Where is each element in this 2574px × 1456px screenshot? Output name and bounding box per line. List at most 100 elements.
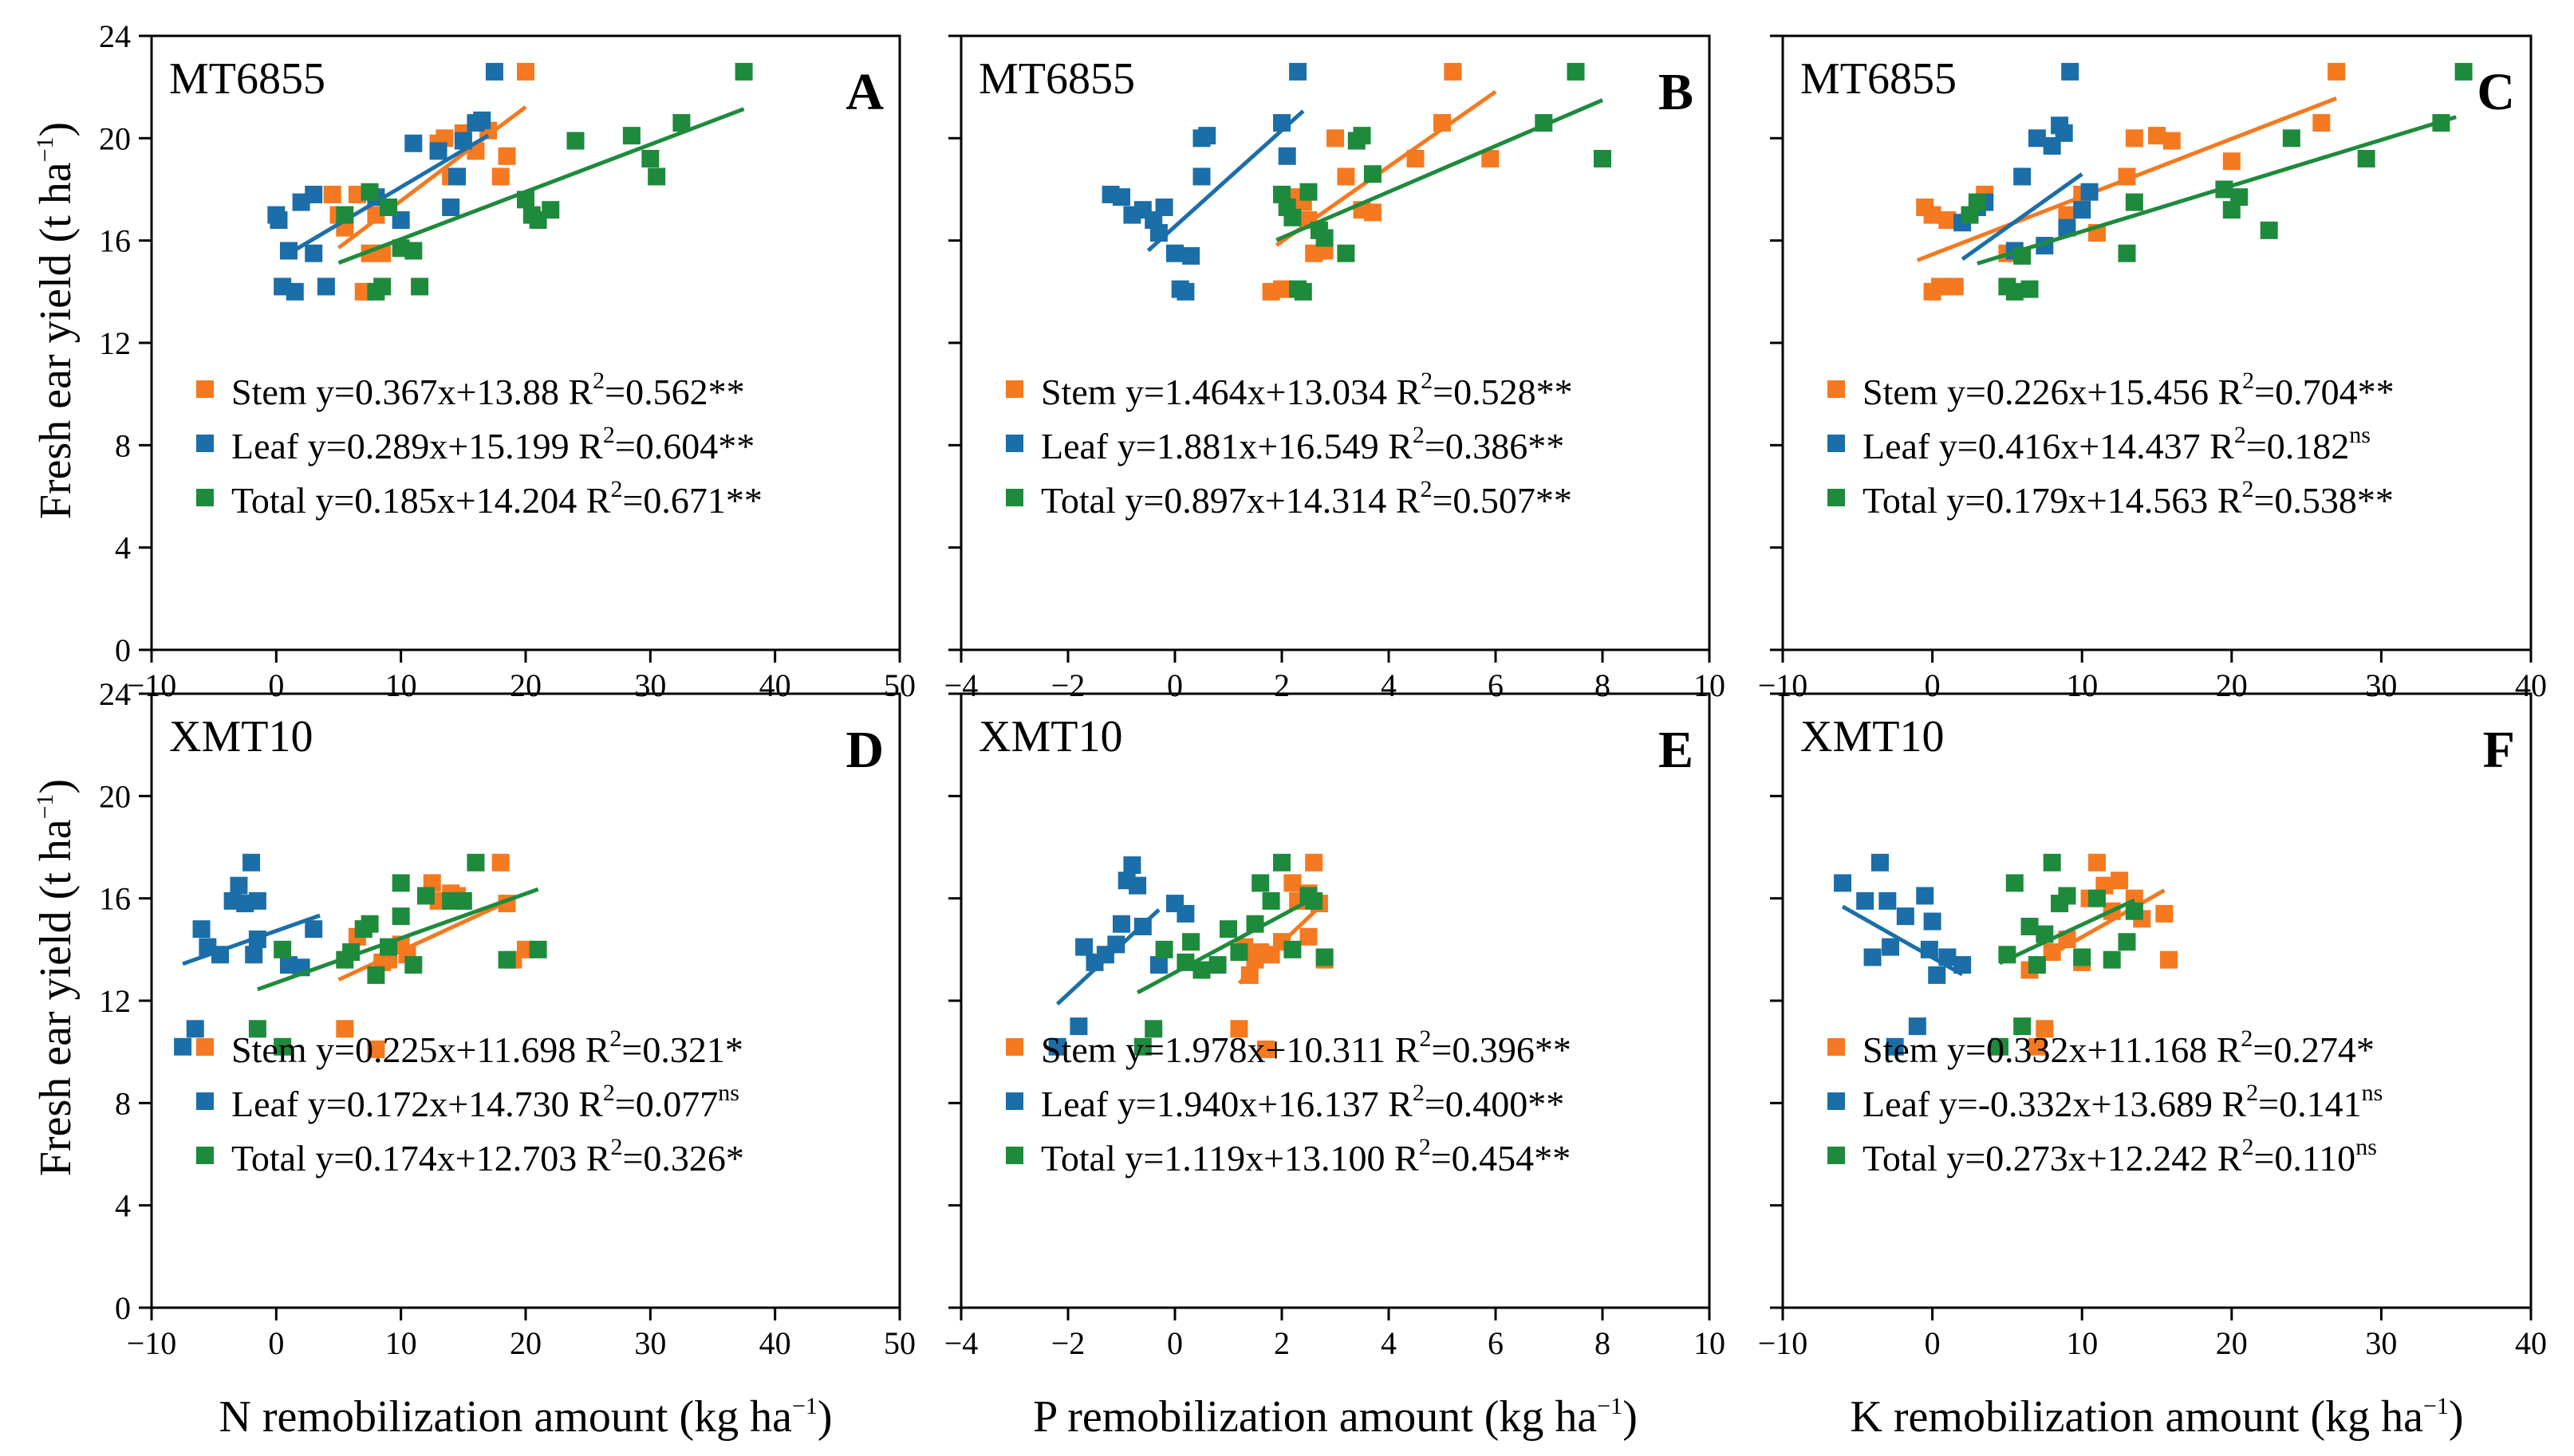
- regression-line: [1275, 89, 1497, 247]
- panel-letter: F: [2483, 721, 2515, 779]
- data-point: [305, 185, 323, 203]
- data-point: [1856, 891, 1874, 910]
- data-point: [2118, 244, 2136, 262]
- data-point: [1192, 961, 1211, 979]
- data-point: [2028, 129, 2046, 148]
- data-point: [1208, 956, 1227, 974]
- data-point: [2162, 132, 2181, 150]
- legend-marker-total: [1006, 1147, 1023, 1164]
- legend-entry-leaf: Leaf y=0.289x+15.199 R2=0.604**: [231, 422, 755, 466]
- data-point: [448, 167, 467, 186]
- regression-line: [337, 897, 514, 982]
- data-point: [2073, 948, 2091, 966]
- data-point: [1353, 127, 1371, 145]
- x-tick-label: 30: [634, 667, 666, 703]
- legend-marker-stem: [1827, 380, 1845, 398]
- data-point: [1567, 62, 1585, 81]
- x-tick-label: 50: [884, 1325, 916, 1361]
- data-point: [467, 853, 485, 872]
- y-tick-label: 8: [115, 427, 131, 463]
- legend-entry-leaf: Leaf y=-0.332x+13.689 R2=0.141ns: [1863, 1080, 2383, 1124]
- data-point: [473, 111, 491, 129]
- data-point: [174, 1037, 192, 1056]
- data-point: [1155, 198, 1173, 216]
- x-tick-label: −2: [1051, 1325, 1086, 1361]
- x-tick-label: 30: [2365, 1325, 2397, 1361]
- data-point: [317, 277, 335, 296]
- data-point: [1283, 940, 1302, 958]
- data-point: [380, 198, 398, 216]
- data-point: [305, 920, 323, 939]
- series-total: [1991, 853, 2143, 1056]
- plot-frame: [960, 692, 1711, 1309]
- panel-letter: C: [2477, 63, 2515, 121]
- data-point: [1220, 920, 1237, 939]
- data-point: [2125, 193, 2143, 211]
- data-point: [517, 62, 534, 81]
- x-tick-label: −2: [1051, 667, 1086, 703]
- x-tick-label: −10: [127, 1325, 177, 1361]
- series-total: [248, 853, 547, 1056]
- cultivar-label: XMT10: [979, 712, 1122, 761]
- data-point: [2036, 1020, 2054, 1038]
- data-point: [1444, 62, 1462, 81]
- data-point: [361, 915, 379, 933]
- data-point: [1315, 229, 1334, 247]
- x-tick-label: 0: [1167, 667, 1183, 703]
- regression-line: [182, 913, 321, 966]
- y-tick-label: 4: [115, 1188, 131, 1224]
- y-tick-label: 12: [99, 325, 131, 361]
- data-point: [485, 62, 503, 81]
- y-axis-title-top: Fresh ear yield (t ha−1): [31, 122, 81, 519]
- y-axis-title-bottom: Fresh ear yield (t ha−1): [31, 779, 81, 1176]
- series-total: [1273, 62, 1611, 301]
- x-tick-label: 4: [1381, 667, 1397, 703]
- regression-line: [257, 887, 539, 992]
- data-point: [1133, 1037, 1152, 1056]
- legend: Stem y=1.464x+13.034 R2=0.528** Leaf y=1.…: [1006, 368, 1573, 521]
- legend-marker-leaf: [1006, 1092, 1023, 1110]
- data-point: [1299, 183, 1318, 201]
- x-tick-label: 20: [510, 667, 542, 703]
- data-point: [2357, 150, 2375, 167]
- data-point: [230, 876, 248, 895]
- legend-marker-leaf: [1827, 1092, 1845, 1110]
- legend-entry-total: Total y=1.119x+13.100 R2=0.454**: [1041, 1134, 1571, 1179]
- legend-entry-leaf: Leaf y=0.172x+14.730 R2=0.077ns: [231, 1080, 739, 1124]
- data-point: [1363, 203, 1382, 222]
- data-point: [2148, 127, 2166, 145]
- panel-F: −10 0 10 20 30 40 K remobilization amount (kg …: [1758, 692, 2547, 1442]
- data-point: [1991, 1037, 2009, 1056]
- series-leaf: [1953, 62, 2099, 262]
- x-tick-label: 0: [1167, 1325, 1183, 1361]
- x-tick-label: 40: [759, 667, 791, 703]
- regression-line: [281, 133, 490, 259]
- data-point: [2073, 201, 2091, 219]
- regression-line: [1977, 115, 2457, 266]
- data-point: [248, 1020, 266, 1038]
- data-point: [1968, 193, 1986, 211]
- panel-E: −4 −2 0 2 4 6 8 10 P remobilization amount (kg h…: [944, 692, 1725, 1442]
- legend-marker-leaf: [196, 435, 214, 452]
- x-tick-label: 30: [2365, 667, 2397, 703]
- y-tick-label: 24: [99, 676, 131, 712]
- data-point: [454, 891, 472, 910]
- cultivar-label: XMT10: [169, 712, 313, 761]
- data-point: [367, 966, 385, 984]
- data-point: [1182, 933, 1200, 951]
- legend: Stem y=0.226x+15.456 R2=0.704** Leaf y=0.…: [1827, 368, 2395, 521]
- legend-entry-leaf: Leaf y=1.881x+16.549 R2=0.386**: [1041, 422, 1564, 466]
- data-point: [2111, 872, 2129, 890]
- data-point: [1145, 1020, 1163, 1038]
- data-point: [498, 950, 516, 969]
- data-point: [1481, 150, 1500, 167]
- x-tick-label: 20: [2216, 1325, 2248, 1361]
- data-point: [1863, 948, 1882, 966]
- data-point: [1337, 167, 1355, 186]
- data-point: [1182, 246, 1200, 265]
- regression-line: [1998, 898, 2135, 966]
- regression-line: [1055, 908, 1161, 1006]
- data-point: [242, 853, 261, 872]
- data-point: [2013, 1017, 2032, 1036]
- data-point: [1230, 943, 1248, 962]
